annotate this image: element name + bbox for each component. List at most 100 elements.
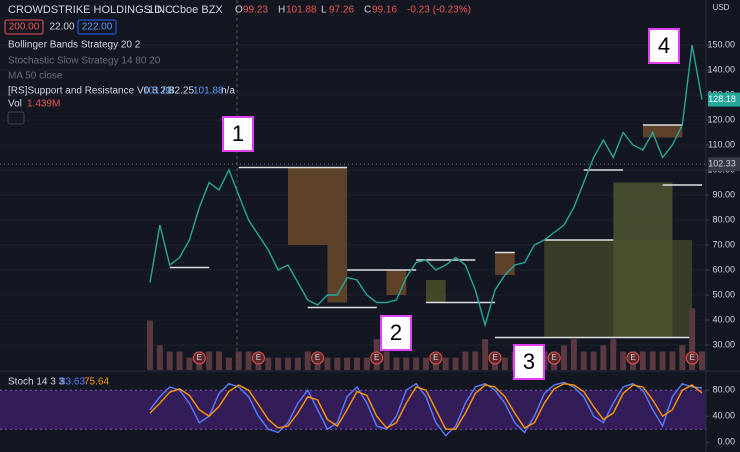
y-tick-label: 120.00	[707, 114, 735, 124]
volume-bar	[482, 339, 489, 370]
series-line	[149, 44, 703, 328]
volume-bar	[669, 351, 676, 370]
volume-bar	[462, 351, 469, 370]
series-line	[149, 382, 703, 430]
y-tick-label: 80.00	[712, 214, 735, 224]
annotation-label: 4	[658, 33, 670, 58]
y-tick-label: 110.00	[708, 139, 735, 149]
y-tick-label: 80.00	[712, 385, 735, 395]
stoch-k-value: 83.63	[60, 377, 85, 388]
button-label[interactable]: 200.00	[9, 22, 40, 33]
volume-bar	[659, 351, 666, 370]
indicator: Bollinger Bands Strategy 20 2	[8, 40, 141, 51]
volume-bar	[649, 351, 656, 370]
volume-bar	[689, 308, 696, 370]
exchange: Cboe BZX	[172, 4, 223, 16]
sr-zone	[495, 252, 515, 275]
volume-bar	[501, 357, 508, 370]
volume-bar	[265, 357, 272, 370]
volume-bar	[344, 357, 351, 370]
volume-bar	[423, 357, 429, 370]
volume-bar	[413, 357, 420, 370]
volume-bar	[156, 345, 163, 370]
symbol: CROWDSTRIKE HOLDINGS INC	[8, 4, 173, 16]
annotation-box	[380, 315, 412, 351]
stoch-band	[0, 390, 706, 430]
price-tag	[708, 157, 740, 172]
button-label[interactable]: 22.00	[49, 22, 74, 33]
y-tick-label: 140.00	[707, 64, 735, 74]
volume-bar	[245, 351, 252, 370]
volume-bar	[275, 357, 282, 370]
ohlc-value: 99.23	[243, 5, 268, 16]
y-tick-label: 150.00	[707, 39, 735, 49]
volume-bar	[570, 339, 577, 370]
y-tick-label: 70.00	[712, 239, 735, 249]
y-tick-label: 50.00	[712, 289, 735, 299]
ohlc-value: 97.26	[329, 5, 354, 16]
button-label[interactable]: 222.00	[82, 22, 113, 33]
event-label: E	[492, 353, 497, 362]
volume-bar	[600, 345, 607, 370]
event-label: E	[689, 353, 694, 362]
volume-bar	[610, 339, 617, 370]
volume-bar	[393, 357, 400, 370]
event-marker	[251, 351, 265, 365]
event-marker	[192, 351, 206, 365]
sr-zone	[327, 245, 348, 303]
event-label: E	[256, 353, 261, 362]
volume-bar	[472, 351, 479, 370]
stoch-d-value: 75.64	[84, 377, 109, 388]
indicator: Vol	[8, 99, 22, 110]
annotation-label: 2	[390, 320, 402, 345]
volume-bar	[294, 357, 301, 370]
change: -0.23 (-0.23%)	[407, 5, 471, 16]
volume-bar	[403, 357, 410, 370]
event-marker	[685, 351, 699, 365]
indicator-value: 1.439M	[27, 99, 60, 110]
volume-bar	[590, 351, 597, 370]
event-label: E	[197, 353, 202, 362]
volume-bar	[285, 357, 291, 370]
volume-bar	[176, 351, 183, 370]
volume-bar	[354, 357, 360, 370]
y-tick-label: 40.00	[712, 314, 735, 324]
stoch-title: Stoch 14 3 3	[8, 377, 65, 388]
y-tick-label: 30.00	[712, 339, 735, 349]
event-marker	[370, 351, 384, 365]
indicator-value: 82.25	[169, 86, 194, 97]
y-tick-label: 0.00	[717, 437, 735, 447]
volume-bar	[235, 351, 242, 370]
volume-bar	[206, 351, 213, 370]
volume-bar	[452, 357, 459, 370]
interval: 1D	[148, 4, 162, 16]
volume-bar	[225, 357, 232, 370]
y-tick-label: 90.00	[712, 189, 735, 199]
event-label: E	[551, 353, 556, 362]
volume-bar	[324, 357, 331, 370]
volume-bar	[639, 351, 646, 370]
indicator: MA 50 close	[8, 71, 63, 82]
volume-bar	[679, 345, 686, 370]
volume-bar	[216, 351, 222, 370]
event-marker	[311, 351, 325, 365]
indicator: [RS]Support and Resistance V0 8 21	[8, 86, 172, 97]
collapse-button[interactable]	[7, 111, 25, 125]
sr-zone	[386, 270, 407, 295]
volume-bar	[186, 357, 193, 370]
annotation-label: 3	[523, 349, 535, 374]
button[interactable]	[4, 19, 44, 35]
annotation-box	[222, 116, 254, 152]
annotation-box	[648, 28, 680, 64]
annotation-box	[513, 344, 545, 380]
ohlc-value: 99.16	[372, 5, 397, 16]
indicator-value: 101.88	[143, 86, 174, 97]
indicator: Stochastic Slow Strategy 14 80 20	[8, 56, 161, 67]
volume-bar	[147, 320, 153, 370]
currency: USD	[713, 3, 730, 12]
button[interactable]	[77, 19, 117, 35]
ohlc-label: L	[321, 5, 327, 16]
last-price-tag	[708, 92, 740, 107]
indicator-value: n/a	[221, 86, 235, 97]
